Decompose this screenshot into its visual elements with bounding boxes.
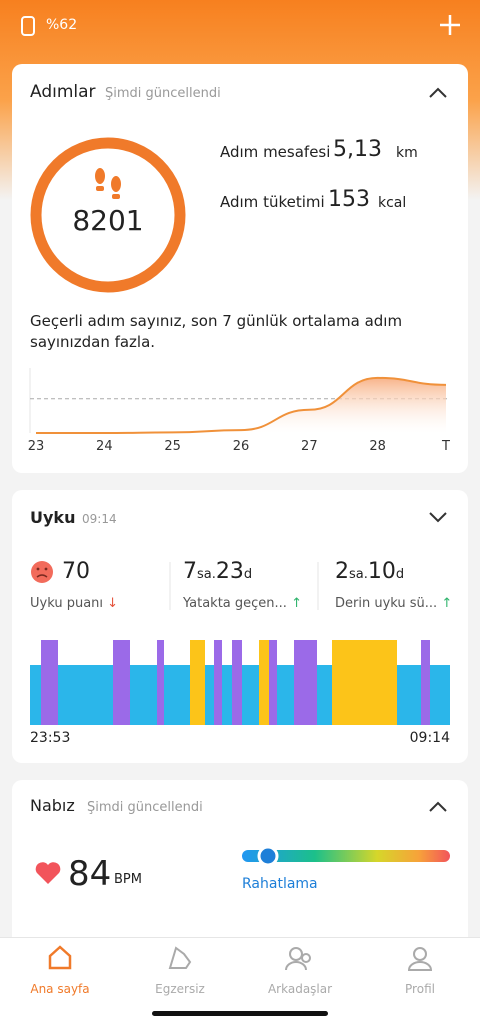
nav-bar [0, 937, 480, 1025]
expand-icon[interactable] [429, 512, 447, 523]
x-tick-label: 25 [164, 439, 181, 454]
heart-icon [35, 862, 61, 884]
value: 153 [328, 187, 370, 212]
end-time: 09:14 [409, 730, 450, 746]
workout-icon[interactable] [168, 946, 192, 969]
heart-rate: 84 [68, 854, 112, 894]
unit: km [396, 145, 418, 161]
battery-icon [21, 16, 35, 36]
footprint-icon [95, 168, 121, 199]
bed-time: 7sa.23d [183, 559, 253, 584]
nav-label[interactable]: Profil [405, 982, 435, 996]
heart-zone-bar [242, 850, 450, 862]
x-tick-label: 27 [301, 439, 318, 454]
card-title: Adımlar [30, 82, 96, 102]
trend-line [35, 376, 447, 435]
x-tick-label: 26 [233, 439, 250, 454]
card-title: Nabız [30, 796, 75, 815]
x-tick-label: 28 [369, 439, 386, 454]
label: Adım tüketimi [220, 193, 325, 211]
updated-text: Şimdi güncellendi [87, 800, 203, 815]
heart-zone-knob [257, 845, 279, 867]
start-time: 23:53 [30, 730, 71, 746]
collapse-icon[interactable] [429, 87, 447, 98]
unit: BPM [114, 872, 142, 887]
nav-label[interactable]: Ana sayfa [30, 982, 90, 996]
label: Adım mesafesi [220, 143, 331, 161]
home-icon[interactable] [48, 945, 72, 970]
time: 09:14 [82, 512, 117, 526]
sleep-chart [30, 640, 450, 725]
card-title: Uyku [30, 508, 76, 527]
x-tick-label: T [441, 439, 450, 454]
add-button[interactable] [440, 15, 460, 35]
x-tick-label: 23 [28, 439, 45, 454]
x-tick-label: 24 [96, 439, 113, 454]
label: Yatakta geçen... ↑ [183, 596, 302, 611]
sad-face-icon [31, 561, 53, 583]
message: Geçerli adım sayınız, son 7 günlük ortal… [30, 312, 403, 351]
step-ring [30, 137, 186, 293]
step-count: 8201 [72, 204, 144, 237]
nav-label[interactable]: Arkadaşlar [267, 982, 333, 996]
heart-zone: Rahatlama [242, 876, 318, 892]
battery-level: %62 [46, 17, 78, 33]
updated-text: Şimdi güncellendi [105, 86, 221, 101]
unit: kcal [378, 195, 407, 211]
deep-sleep: 2sa.10d [335, 559, 405, 584]
trend-area [36, 377, 446, 433]
value: 5,13 [333, 137, 382, 162]
heart-card[interactable] [12, 780, 468, 950]
label: Uyku puanı ↓ [30, 596, 119, 611]
collapse-icon[interactable] [429, 801, 447, 812]
sleep-score: 70 [62, 559, 90, 584]
friends-icon[interactable] [285, 947, 311, 971]
label: Derin uyku sü... ↑ [335, 596, 453, 611]
profile-icon[interactable] [407, 947, 433, 971]
nav-label[interactable]: Egzersiz [155, 982, 205, 996]
home-indicator [152, 1011, 328, 1016]
